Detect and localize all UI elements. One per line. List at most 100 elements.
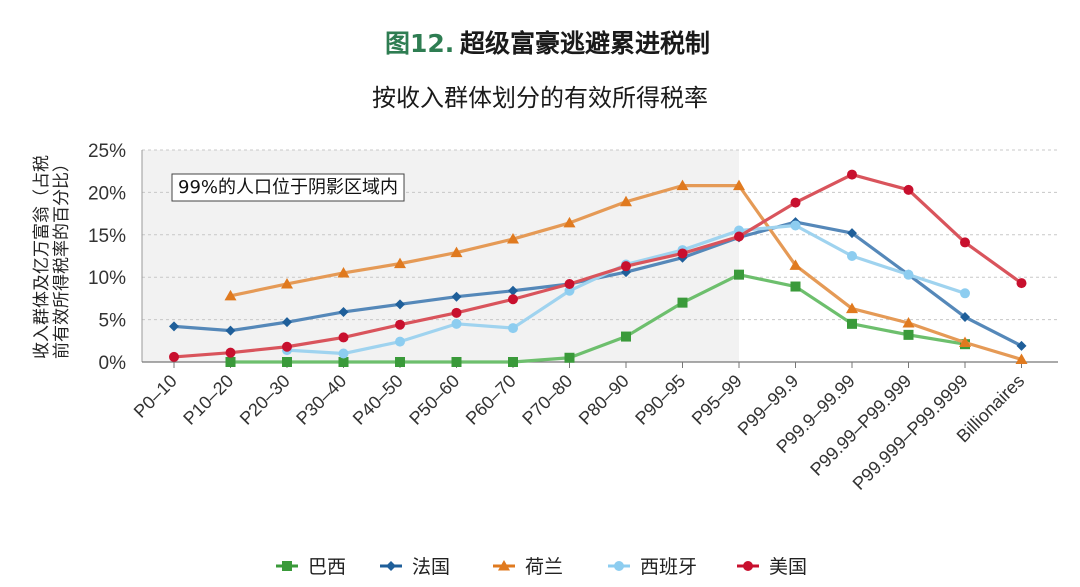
data-point [847, 228, 857, 239]
legend-label: 西班牙 [640, 556, 697, 578]
data-point [790, 281, 801, 292]
legend-swatch-marker [743, 561, 753, 571]
data-point [282, 317, 292, 328]
legend-swatch-marker [282, 561, 292, 571]
data-point [677, 297, 688, 308]
data-point [508, 294, 518, 305]
data-point [451, 318, 462, 329]
data-point [846, 302, 858, 314]
data-point [282, 341, 292, 352]
data-point [621, 331, 631, 342]
data-point [847, 251, 857, 261]
chart-subtitle: 按收入群体划分的有效所得税率 [372, 84, 708, 112]
data-point [169, 351, 179, 362]
data-point [338, 332, 349, 343]
data-point [960, 312, 970, 323]
data-point [507, 233, 519, 244]
data-point [734, 231, 744, 242]
plot-area: 0%5%10%15%20%25%P0–10P10–20P20–30P30–40P… [88, 141, 1058, 578]
data-point [847, 169, 857, 180]
legend-swatch-marker [498, 560, 510, 571]
legend-item: 荷兰 [493, 556, 563, 578]
x-tick-label: P95–99 [688, 371, 746, 429]
y-tick-label: 25% [88, 141, 126, 162]
data-point [790, 220, 801, 231]
data-point [847, 318, 857, 329]
data-point [395, 357, 405, 367]
data-point [394, 257, 406, 269]
data-point [959, 336, 971, 347]
data-point [960, 237, 970, 248]
x-tick-label: P50–60 [405, 371, 463, 429]
data-point [903, 269, 914, 280]
y-tick-label: 20% [88, 183, 126, 204]
x-tick-label: P10–20 [179, 371, 237, 429]
data-point [620, 195, 632, 207]
x-tick-label: P90–95 [631, 371, 689, 429]
data-point [338, 357, 349, 367]
data-point [338, 306, 349, 317]
legend-item: 美国 [737, 556, 807, 578]
data-point [564, 352, 575, 363]
y-axis-label-line2: 前有效所得税率的百分比） [52, 155, 72, 359]
legend-label: 巴西 [308, 556, 346, 578]
data-point [225, 357, 236, 367]
y-tick-label: 15% [88, 226, 126, 247]
data-point [733, 179, 745, 191]
y-tick-label: 5% [99, 311, 127, 332]
legend-label: 法国 [412, 556, 450, 578]
legend-item: 法国 [380, 556, 450, 578]
legend-swatch-marker [386, 561, 396, 571]
data-point [677, 248, 688, 259]
legend-label: 荷兰 [525, 556, 563, 578]
series-4 [169, 169, 1027, 362]
data-point [337, 266, 350, 278]
data-point [224, 289, 237, 301]
data-point [282, 357, 292, 367]
data-point [564, 278, 575, 289]
data-point [960, 288, 970, 299]
data-point [508, 323, 518, 334]
data-point [395, 336, 405, 347]
data-point [451, 307, 462, 318]
data-point [790, 197, 801, 208]
x-tick-label: P60–70 [462, 371, 520, 429]
x-tick-label: P99.99–P99.999 [806, 371, 915, 480]
shaded-region-annotation: 99%的人口位于阴影区域内 [178, 177, 398, 198]
legend-item: 巴西 [276, 556, 346, 578]
data-point [903, 184, 914, 195]
data-point [225, 325, 236, 336]
data-point [451, 291, 462, 302]
x-tick-label: P0–10 [130, 371, 181, 422]
x-tick-label: P20–30 [236, 371, 294, 429]
x-tick-label: P70–80 [518, 371, 576, 429]
data-point [676, 179, 689, 191]
data-point [450, 246, 463, 258]
data-point [395, 319, 405, 330]
data-point [281, 277, 293, 289]
data-point [508, 285, 518, 296]
y-tick-label: 0% [99, 353, 127, 374]
data-point [338, 348, 349, 359]
data-point [1015, 353, 1028, 364]
x-tick-label: P80–90 [575, 371, 633, 429]
data-point [225, 347, 236, 358]
data-point [395, 299, 405, 310]
data-point [451, 357, 462, 367]
data-point [734, 269, 744, 280]
series-line [230, 273, 966, 364]
x-tick-label: P30–40 [292, 371, 350, 429]
y-tick-label: 10% [88, 268, 126, 289]
data-point [563, 216, 576, 228]
data-point [169, 321, 179, 332]
data-point [902, 316, 915, 328]
x-tick-label: P40–50 [349, 371, 407, 429]
y-axis-label-line1: 收入群体及亿万富翁（占税 [32, 155, 52, 359]
data-point [1016, 278, 1027, 289]
data-point [508, 357, 518, 367]
annotation-box [171, 173, 405, 202]
figure-label: 图12. [385, 29, 454, 58]
data-point [903, 329, 914, 340]
chart-title: 超级富豪逃避累进税制 [460, 29, 710, 58]
